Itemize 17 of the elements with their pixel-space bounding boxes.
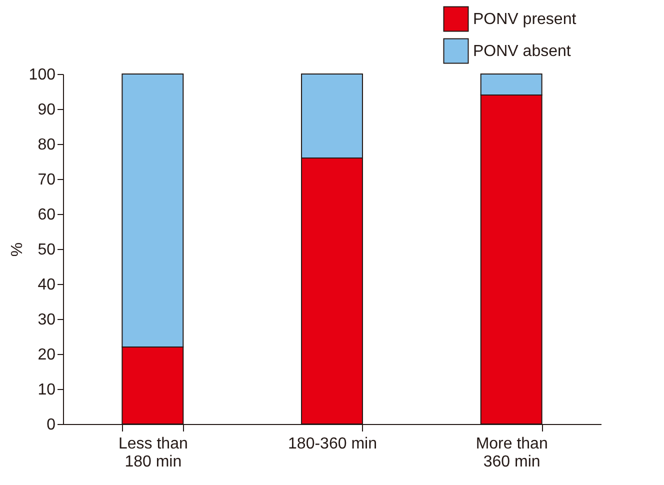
x-tick-label: 180-360 min — [288, 436, 377, 452]
x-tick-label: More than 360 min — [476, 436, 548, 470]
y-tick-label: 50 — [38, 242, 56, 258]
y-tick-label: 20 — [38, 346, 56, 364]
y-tick-label: 40 — [38, 276, 56, 294]
y-tick-label: 80 — [38, 136, 56, 154]
y-tick-label: 0 — [46, 416, 56, 434]
y-tick-label: 60 — [38, 206, 56, 224]
y-tick-label: 70 — [38, 172, 56, 188]
legend-label: PONV absent — [473, 43, 572, 60]
y-tick-label: 30 — [38, 312, 56, 328]
y-axis-title: % — [8, 242, 26, 257]
legend-label: PONV present — [473, 11, 577, 28]
x-tick-label: Less than 180 min — [118, 436, 188, 470]
y-tick-label: 100 — [28, 66, 56, 84]
y-tick-label: 10 — [38, 382, 56, 398]
y-tick-label: 90 — [38, 102, 56, 118]
